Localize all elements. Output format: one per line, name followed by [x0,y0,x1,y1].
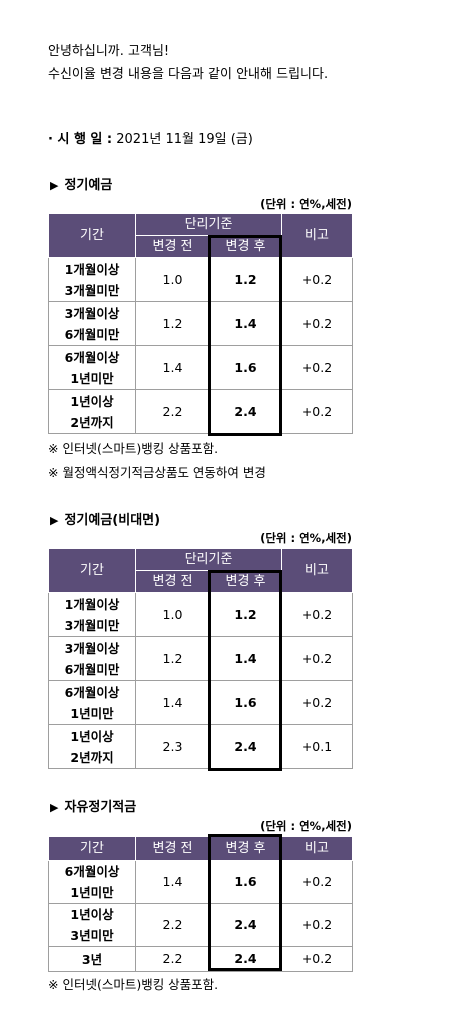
footnote: ※ 인터넷(스마트)뱅킹 상품포함. [48,441,219,456]
rate-table-deposit: 기간 단리기준 비고 변경 전 변경 후 1개월이상 3개월미만 1.0 1.2 … [48,213,353,434]
table-row: 3개월이상 6개월미만 1.2 1.4 +0.2 [48,636,353,681]
before-cell: 2.3 [135,724,210,769]
table-row: 6개월이상 1년미만 1.4 1.6 +0.2 [48,345,353,390]
table-row: 1개월이상 3개월미만 1.0 1.2 +0.2 [48,592,353,637]
after-cell: 2.4 [209,724,282,769]
period-cell: 6개월이상 1년미만 [48,680,136,725]
remark-cell: +0.2 [281,903,353,947]
period-cell: 3개월이상 6개월미만 [48,301,136,346]
section-title-free-savings: ▶ 자유정기적금 [50,800,137,815]
table-row: 6개월이상 1년미만 1.4 1.6 +0.2 [48,680,353,725]
after-cell: 2.4 [209,389,282,434]
period-cell: 1년이상 2년까지 [48,389,136,434]
greeting-text: 안녕하십니까. 고객님! [48,44,170,59]
unit-label: (단위 : 연%,세전) [260,531,352,545]
header-period: 기간 [48,213,136,258]
before-cell: 1.2 [135,301,210,346]
header-group: 단리기준 [135,548,282,571]
period-cell: 6개월이상 1년미만 [48,345,136,390]
before-cell: 1.4 [135,345,210,390]
table-row: 1년이상 2년까지 2.2 2.4 +0.2 [48,389,353,434]
rate-table-deposit-online: 기간 단리기준 비고 변경 전 변경 후 1개월이상 3개월미만 1.0 1.2 … [48,548,353,769]
remark-cell: +0.2 [281,860,353,904]
header-after: 변경 후 [209,570,282,593]
header-remark: 비고 [281,836,353,861]
effective-date: · 시 행 일 : 2021년 11월 19일 (금) [48,128,253,147]
unit-label: (단위 : 연%,세전) [260,819,352,833]
after-cell: 1.2 [209,592,282,637]
table-row: 6개월이상 1년미만 1.4 1.6 +0.2 [48,860,353,904]
period-cell: 1년이상 2년까지 [48,724,136,769]
section-title-deposit-online: ▶ 정기예금(비대면) [50,513,161,528]
period-cell: 3년 [48,946,136,972]
before-cell: 1.0 [135,592,210,637]
after-cell: 2.4 [209,946,282,972]
after-cell: 1.4 [209,636,282,681]
remark-cell: +0.2 [281,389,353,434]
period-cell: 1년이상 3년미만 [48,903,136,947]
after-cell: 1.6 [209,345,282,390]
effective-date-label: · 시 행 일 : [48,132,113,147]
before-cell: 1.4 [135,680,210,725]
header-group: 단리기준 [135,213,282,236]
header-before: 변경 전 [135,836,210,861]
before-cell: 2.2 [135,389,210,434]
table-row: 3년 2.2 2.4 +0.2 [48,946,353,972]
period-cell: 3개월이상 6개월미만 [48,636,136,681]
header-remark: 비고 [281,213,353,258]
remark-cell: +0.2 [281,345,353,390]
remark-cell: +0.1 [281,724,353,769]
before-cell: 2.2 [135,903,210,947]
after-cell: 1.6 [209,680,282,725]
before-cell: 1.0 [135,257,210,302]
remark-cell: +0.2 [281,680,353,725]
table-row: 1년이상 3년미만 2.2 2.4 +0.2 [48,903,353,947]
before-cell: 2.2 [135,946,210,972]
remark-cell: +0.2 [281,592,353,637]
period-cell: 1개월이상 3개월미만 [48,592,136,637]
table-row: 1년이상 2년까지 2.3 2.4 +0.1 [48,724,353,769]
footnote: ※ 인터넷(스마트)뱅킹 상품포함. [48,977,219,992]
remark-cell: +0.2 [281,946,353,972]
header-period: 기간 [48,548,136,593]
remark-cell: +0.2 [281,257,353,302]
triangle-bullet-icon: ▶ [50,179,59,192]
after-cell: 2.4 [209,903,282,947]
header-remark: 비고 [281,548,353,593]
header-period: 기간 [48,836,136,861]
footnote: ※ 월정액식정기적금상품도 연동하여 변경 [48,465,266,480]
section-title-deposit: ▶ 정기예금 [50,178,113,193]
remark-cell: +0.2 [281,301,353,346]
triangle-bullet-icon: ▶ [50,801,59,814]
unit-label: (단위 : 연%,세전) [260,197,352,211]
period-cell: 1개월이상 3개월미만 [48,257,136,302]
after-cell: 1.2 [209,257,282,302]
header-after: 변경 후 [209,235,282,258]
triangle-bullet-icon: ▶ [50,514,59,527]
remark-cell: +0.2 [281,636,353,681]
header-before: 변경 전 [135,570,210,593]
effective-date-value: 2021년 11월 19일 (금) [116,132,253,147]
period-cell: 6개월이상 1년미만 [48,860,136,904]
after-cell: 1.4 [209,301,282,346]
table-row: 1개월이상 3개월미만 1.0 1.2 +0.2 [48,257,353,302]
after-cell: 1.6 [209,860,282,904]
table-row: 3개월이상 6개월미만 1.2 1.4 +0.2 [48,301,353,346]
before-cell: 1.4 [135,860,210,904]
before-cell: 1.2 [135,636,210,681]
intro-text: 수신이율 변경 내용을 다음과 같이 안내해 드립니다. [48,67,329,82]
header-before: 변경 전 [135,235,210,258]
rate-table-free-savings: 기간 변경 전 변경 후 비고 6개월이상 1년미만 1.4 1.6 +0.2 1… [48,836,353,972]
header-after: 변경 후 [209,836,282,861]
